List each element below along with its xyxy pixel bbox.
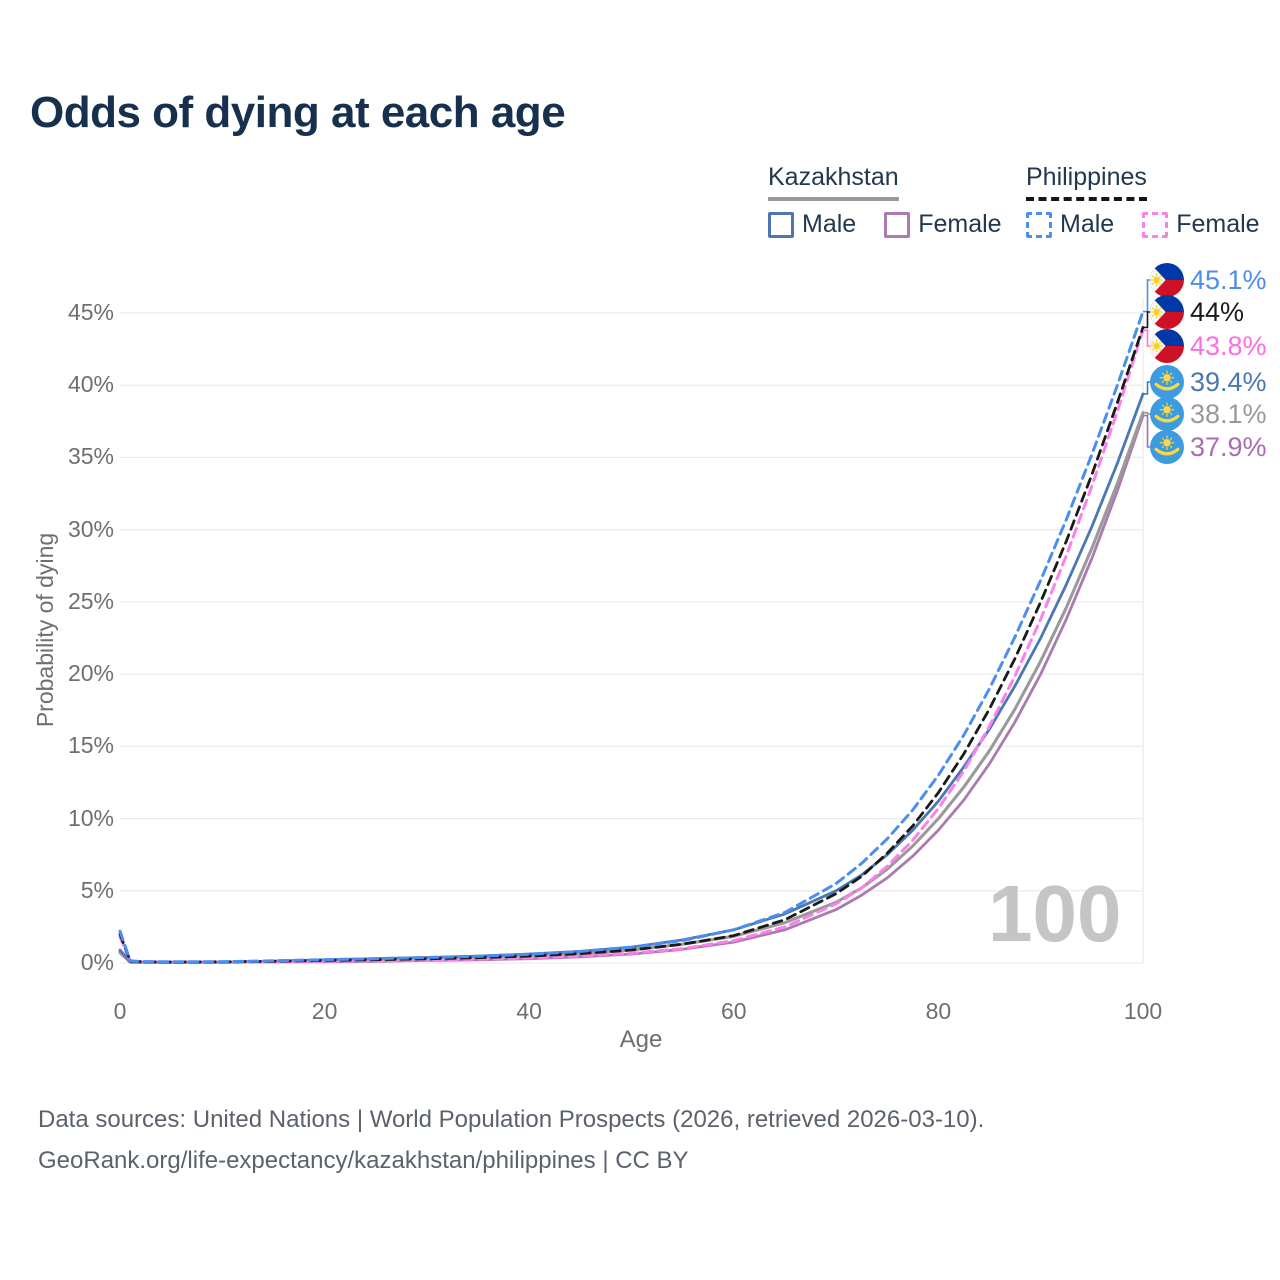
x-tick-label: 20 [311,998,338,1024]
y-tick-label: 10% [67,804,114,831]
end-value: 39.4% [1190,366,1267,397]
end-value: 44% [1190,296,1245,327]
x-tick-label: 0 [113,998,127,1024]
x-tick-label: 40 [516,998,542,1024]
philippines-male-line-swatch [1026,211,1052,238]
end-label-kazakhstan-female: 37.9% [1150,430,1267,464]
end-value: 43.8% [1190,330,1267,361]
x-axis-title: Age [619,1026,663,1053]
page-title: Odds of dying at each age [30,88,566,137]
end-value: 45.1% [1190,264,1267,295]
philippines-flag-icon [1150,329,1184,363]
kazakhstan-flag-icon [1150,397,1184,431]
legend-label: Female [918,210,1002,238]
end-label-philippines-male: 45.1% [1150,263,1267,297]
y-tick-label: 45% [67,299,114,325]
end-label-philippines-female: 43.8% [1150,329,1267,363]
end-label-philippines-total: 44% [1150,295,1244,329]
legend-items-kazakhstan: Male Female [768,210,1002,239]
y-tick-label: 40% [67,371,114,398]
end-value: 38.1% [1190,398,1267,429]
end-label-kazakhstan-male: 39.4% [1150,365,1267,399]
legend-label: Female [1176,210,1260,238]
legend-item-philippines-female[interactable]: Female [1142,210,1260,239]
philippines-flag-icon [1150,295,1184,329]
attribution-note: GeoRank.org/life-expectancy/kazakhstan/p… [38,1147,689,1174]
kazakhstan-flag-icon [1150,365,1184,399]
philippines-female-line-swatch [1142,211,1169,238]
y-tick-label: 15% [67,732,114,759]
legend-items-philippines: Male Female [1026,210,1260,239]
kazakhstan-flag-icon [1150,430,1184,464]
y-tick-label: 0% [80,949,114,975]
legend-item-kazakhstan-female[interactable]: Female [884,210,1002,239]
philippines-flag-icon [1150,263,1184,297]
legend-label: Male [1060,210,1115,238]
legend-group-kazakhstan: Kazakhstan Male Female [768,163,1002,239]
end-value: 37.9% [1190,431,1267,462]
legend-item-philippines-male[interactable]: Male [1026,210,1114,239]
x-tick-label: 100 [1123,998,1163,1024]
y-axis-title: Probability of dying [32,532,58,728]
x-tick-label: 80 [925,998,952,1024]
y-tick-label: 35% [67,443,114,470]
x-tick-label: 60 [721,998,747,1024]
kazakhstan-male-line-swatch [768,211,794,238]
data-source-note: Data sources: United Nations | World Pop… [38,1106,985,1133]
y-tick-label: 20% [67,660,114,687]
legend-country-kazakhstan[interactable]: Kazakhstan [768,163,899,201]
y-tick-label: 5% [80,876,114,903]
age-counter-watermark: 100 [988,869,1122,958]
end-label-kazakhstan-total: 38.1% [1150,397,1267,431]
y-tick-label: 25% [67,587,114,614]
y-tick-label: 30% [67,515,114,542]
legend-group-philippines: Philippines Male Female [1026,163,1260,239]
legend-label: Male [802,210,857,238]
kazakhstan-female-line-swatch [884,211,911,238]
legend-country-philippines[interactable]: Philippines [1026,163,1147,201]
legend-item-kazakhstan-male[interactable]: Male [768,210,856,239]
